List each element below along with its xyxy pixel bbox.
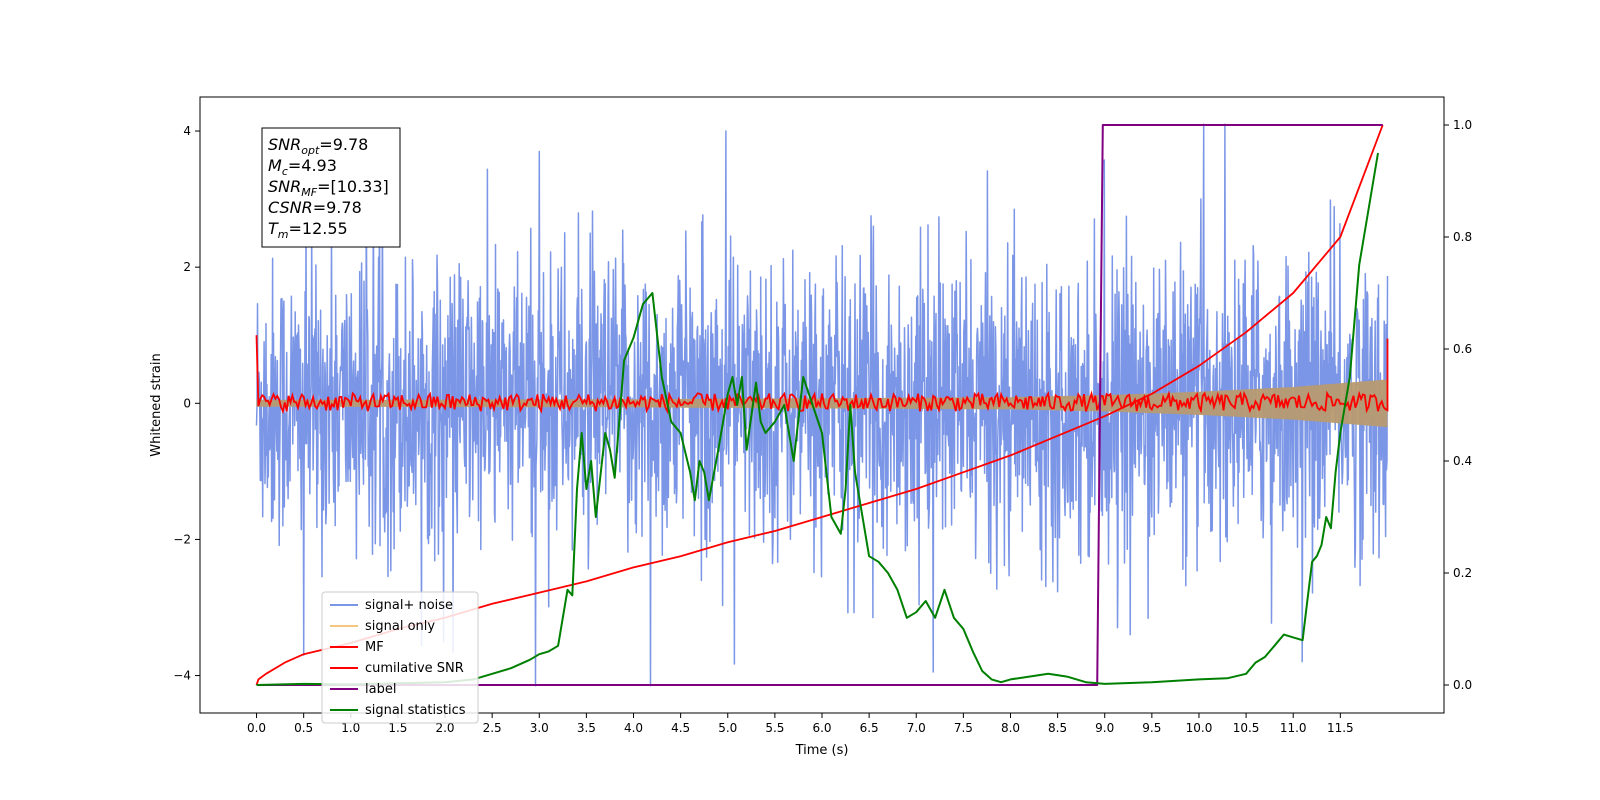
y-tick-label: −2	[173, 532, 191, 546]
x-tick-label: 7.0	[907, 721, 926, 735]
x-tick-label: 0.0	[247, 721, 266, 735]
annotation-line: CSNR=9.78	[268, 198, 362, 217]
legend-label: MF	[365, 640, 384, 655]
y-tick-label: 4	[183, 124, 191, 138]
signal-only-series	[256, 379, 1388, 428]
annotation-line: Mc=4.93	[268, 156, 337, 178]
x-tick-label: 0.5	[294, 721, 313, 735]
legend-label: signal+ noise	[365, 598, 453, 613]
annotation-line: SNRMF=[10.33]	[268, 177, 389, 199]
annotation-line: SNRopt=9.78	[268, 135, 368, 157]
annotation-text: SNRopt=9.78Mc=4.93SNRMF=[10.33]CSNR=9.78…	[268, 135, 389, 241]
axes: 0.0 0.5 1.0 1.5 2.0 2.5 3.0 3.5 4.0 4.5 5.0 5.5 6.0 6…	[173, 118, 1472, 735]
signal-statistics-line	[256, 152, 1379, 686]
x-tick-label: 11.0	[1280, 721, 1307, 735]
y-axis-label: Whitened strain	[149, 353, 164, 456]
signal-only-band	[256, 379, 1388, 428]
x-tick-label: 4.0	[624, 721, 643, 735]
x-tick-label: 4.5	[671, 721, 690, 735]
x-tick-label: 9.0	[1095, 721, 1114, 735]
x-tick-label: 2.5	[483, 721, 502, 735]
x-tick-label: 5.5	[765, 721, 784, 735]
x-tick-label: 10.0	[1186, 721, 1213, 735]
legend-label: signal statistics	[365, 703, 466, 718]
mf-series	[255, 335, 1389, 415]
legend: signal+ noise signal only MF cumilative SNR…	[321, 591, 479, 724]
y-tick-label: 2	[183, 260, 191, 274]
mf-line	[255, 335, 1389, 415]
x-tick-label: 3.0	[530, 721, 549, 735]
signal-noise-line	[255, 123, 1389, 687]
x-tick-label: 8.0	[1001, 721, 1020, 735]
x-tick-label: 10.5	[1233, 721, 1260, 735]
x-tick-label: 2.0	[435, 721, 454, 735]
legend-label: signal only	[365, 619, 435, 634]
y2-tick-label: 0.2	[1453, 566, 1472, 580]
y2-tick-label: 1.0	[1453, 118, 1472, 132]
y2-tick-label: 0.4	[1453, 454, 1472, 468]
x-tick-label: 6.5	[860, 721, 879, 735]
x-tick-label: 1.5	[388, 721, 407, 735]
annotation-line: Tm=12.55	[268, 219, 348, 241]
legend-frame	[321, 591, 479, 724]
x-tick-label: 8.5	[1048, 721, 1067, 735]
signal-noise-series	[255, 123, 1389, 687]
legend-entries: signal+ noise signal only MF cumilative SNR…	[330, 598, 466, 718]
x-tick-label: 7.5	[954, 721, 973, 735]
x-tick-label: 5.0	[718, 721, 737, 735]
legend-label: cumilative SNR	[365, 661, 464, 676]
x-tick-label: 6.0	[812, 721, 831, 735]
x-tick-label: 3.5	[577, 721, 596, 735]
x-tick-label: 1.0	[341, 721, 360, 735]
label-line	[256, 124, 1383, 686]
y2-tick-label: 0.8	[1453, 230, 1472, 244]
y2-tick-label: 0.0	[1453, 678, 1472, 692]
y2-tick-label: 0.6	[1453, 342, 1472, 356]
x-axis-label: Time (s)	[795, 743, 849, 758]
y-tick-label: −4	[173, 669, 191, 683]
annotation-frame	[261, 127, 401, 248]
y-tick-label: 0	[183, 396, 191, 410]
x-tick-label: 11.5	[1327, 721, 1354, 735]
x-tick-label: 9.5	[1142, 721, 1161, 735]
legend-label: label	[365, 682, 396, 697]
annotation-box: SNRopt=9.78Mc=4.93SNRMF=[10.33]CSNR=9.78…	[261, 127, 401, 248]
